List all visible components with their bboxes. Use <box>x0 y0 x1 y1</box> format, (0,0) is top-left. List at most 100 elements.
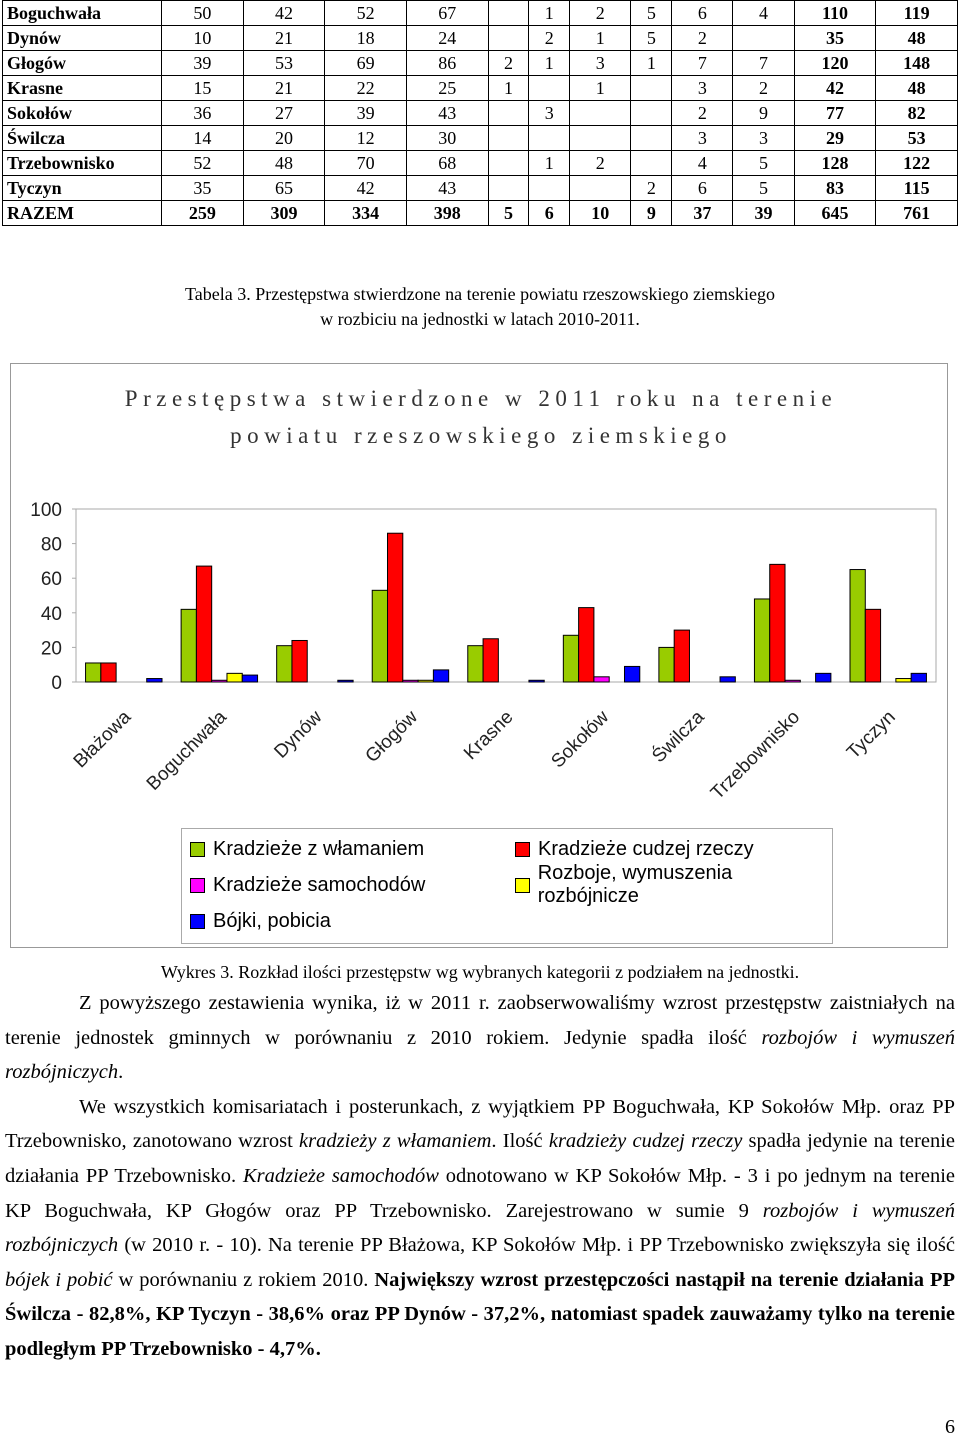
table-cell: 122 <box>875 150 958 176</box>
table-cell: 4 <box>671 150 734 176</box>
text-run: rozbojów i wymuszeń rozbójniczych <box>5 1199 956 1257</box>
bar <box>769 563 786 683</box>
bar <box>562 634 580 683</box>
table-cell: 36 <box>161 100 244 126</box>
table-row: Tyczyn 35 65 42 43 2 6 5 83 115 <box>2 175 958 201</box>
bar <box>864 608 882 683</box>
table-cell <box>487 100 530 126</box>
bar <box>241 674 259 683</box>
legend-label: Kradzieże z włamaniem <box>213 837 425 860</box>
table-cell <box>630 150 673 176</box>
legend-label: Rozboje, wymuszenia rozbójnicze <box>537 862 733 907</box>
chart-title: Przestępstwa stwierdzone w 2011 roku na … <box>124 386 838 448</box>
table-cell: 2 <box>528 25 571 51</box>
bar <box>895 678 912 683</box>
table-cell: 2 <box>569 150 632 176</box>
table-cell: 48 <box>875 25 958 51</box>
bar <box>658 646 675 683</box>
table-cell: 35 <box>161 175 244 201</box>
table-cell: 1 <box>569 75 632 101</box>
table-cell: 259 <box>161 200 244 226</box>
legend-swatch <box>515 841 530 857</box>
table-cell: 6 <box>528 200 571 226</box>
table-cell: 5 <box>630 0 673 26</box>
table-cell <box>487 25 530 51</box>
table-cell: 3 <box>671 125 734 151</box>
bar <box>371 589 389 683</box>
text-run: kradzieży z włamaniem <box>299 1130 492 1153</box>
table-cell: 761 <box>875 200 958 226</box>
chart: 0 20 40 60 80 100 Błażowa Boguchwała Dynów Głogów… <box>30 500 937 804</box>
text-run: kradzieży cudzej rzeczy <box>548 1130 743 1153</box>
table-cell: 48 <box>242 150 326 176</box>
legend-swatch <box>190 913 205 929</box>
bar <box>578 607 595 683</box>
paragraph: We wszystkich komisariatach i posterunka… <box>5 1090 955 1367</box>
x-tick-label: Dynów <box>271 706 327 762</box>
table-cell: 10 <box>161 25 244 51</box>
table-cell: 37 <box>671 200 734 226</box>
bar <box>226 672 243 683</box>
table-cell: 119 <box>875 0 958 26</box>
table-cell: 2 <box>487 50 530 76</box>
text-run: Największy wzrost przestępczości nastąpi… <box>5 1268 955 1360</box>
text-run: . Ilość <box>491 1130 549 1153</box>
chart-box: 0 20 40 60 80 100 Błażowa Boguchwała Dynów Głogów… <box>10 363 948 948</box>
table-cell: 42 <box>324 175 407 201</box>
table-cell: 115 <box>875 175 958 201</box>
table-cell: 14 <box>161 125 244 151</box>
table-cell: 2 <box>630 175 673 201</box>
table-cell <box>569 125 632 151</box>
table-cell: 309 <box>242 200 326 226</box>
table-cell: 21 <box>242 25 326 51</box>
x-tick-label: Trzebownisko <box>707 707 804 804</box>
bar <box>753 598 771 683</box>
table-cell <box>528 75 571 101</box>
table-cell: Boguchwała <box>2 0 162 26</box>
table-cell: 10 <box>569 200 632 226</box>
table-cell <box>487 150 530 176</box>
x-tick-label: Tyczyn <box>843 707 900 764</box>
table-cell: 77 <box>793 100 877 126</box>
bar <box>195 565 213 683</box>
table-cell <box>528 175 571 201</box>
table-row: Sokołów 36 27 39 43 3 2 9 77 82 <box>2 100 958 126</box>
bar <box>211 679 228 683</box>
table-cell: 6 <box>671 0 734 26</box>
table-cell <box>487 125 530 151</box>
table-cell: 22 <box>324 75 407 101</box>
bar <box>719 676 736 683</box>
table-cell: 9 <box>630 200 673 226</box>
legend: Kradzieże z włamaniem Kradzieże cudzej rz… <box>181 828 833 944</box>
table-cell: Świlcza <box>2 125 162 151</box>
table-cell: 3 <box>528 100 571 126</box>
text-run: We wszystkich komisariatach i posterunka… <box>5 1095 955 1153</box>
table-cell: 5 <box>732 150 795 176</box>
legend-label: Bójki, pobicia <box>213 909 331 932</box>
table-cell: 1 <box>569 25 632 51</box>
table-cell: 42 <box>242 0 326 26</box>
table-cell <box>569 175 632 201</box>
table-cell: 5 <box>630 25 673 51</box>
text-run: bójek i pobić <box>5 1268 113 1291</box>
text-run: (w 2010 r. - 10). Na terenie PP Błażowa,… <box>118 1234 955 1257</box>
table-cell: 35 <box>793 25 877 51</box>
table-cell: Tyczyn <box>2 175 162 201</box>
table-cell: 3 <box>671 75 734 101</box>
table-cell: 398 <box>405 200 489 226</box>
bar <box>432 669 450 683</box>
table-cell: 3 <box>569 50 632 76</box>
legend-item: Kradzieże samochodów <box>182 867 507 903</box>
table-cell: 21 <box>242 75 326 101</box>
text-run: rozbojów i wymuszeń rozbójniczych <box>5 1026 955 1084</box>
table-cell: 39 <box>324 100 407 126</box>
table-cell: 1 <box>487 75 530 101</box>
table-cell: 53 <box>875 125 958 151</box>
table-cell: 15 <box>161 75 244 101</box>
table-cell: 52 <box>324 0 407 26</box>
bar <box>180 608 197 683</box>
bar <box>623 665 641 683</box>
table-cell: 5 <box>732 175 795 201</box>
text-run: . <box>118 1061 124 1084</box>
paragraph: Z powyższego zestawienia wynika, iż w 20… <box>5 986 955 1090</box>
